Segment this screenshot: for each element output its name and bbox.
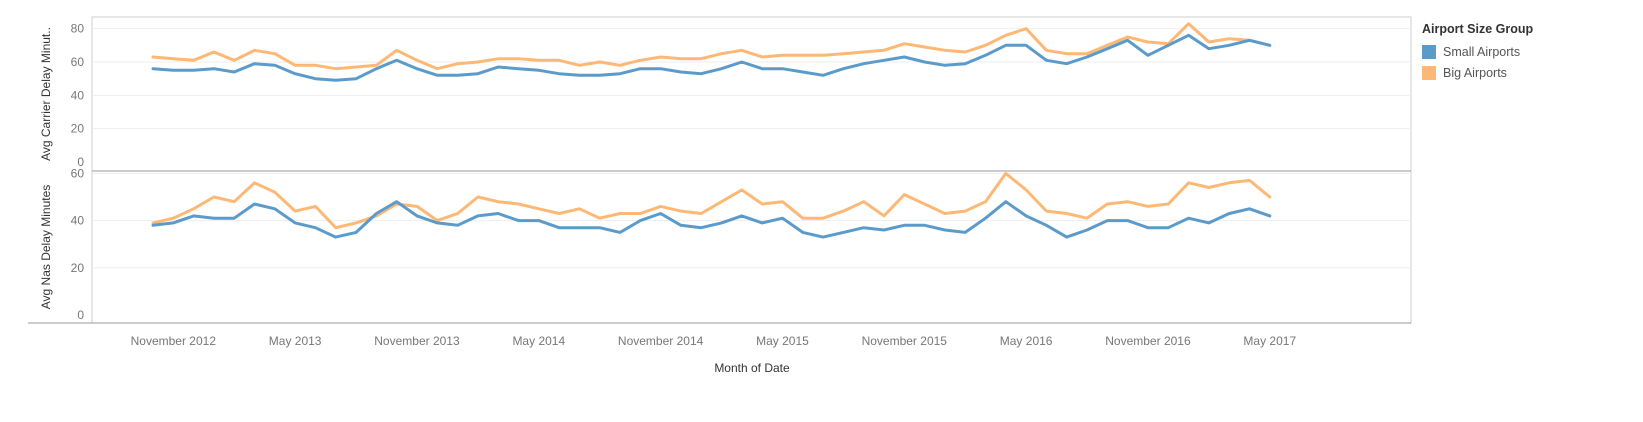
legend-item-small-airports[interactable]: Small Airports	[1422, 41, 1632, 62]
x-tick-label: November 2016	[1105, 334, 1191, 348]
legend-item-big-airports[interactable]: Big Airports	[1422, 62, 1632, 83]
legend: Airport Size Group Small Airports Big Ai…	[1422, 22, 1632, 83]
legend-label-big-airports: Big Airports	[1443, 65, 1507, 80]
series-line-small-airports[interactable]	[151, 200, 1272, 239]
x-axis-title: Month of Date	[714, 361, 790, 375]
y-tick-label: 60	[71, 55, 85, 69]
y-tick-label: 0	[77, 308, 84, 322]
x-tick-label: May 2016	[1000, 334, 1053, 348]
y-tick-label: 20	[71, 261, 85, 275]
legend-swatch-big-airports	[1422, 65, 1436, 80]
y-tick-label: 60	[71, 166, 85, 180]
y-tick-label: 40	[71, 214, 85, 228]
y-axis-title: Avg Carrier Delay Minut..	[39, 27, 53, 161]
series-line-big-airports[interactable]	[151, 22, 1272, 71]
x-tick-label: May 2015	[756, 334, 809, 348]
legend-label-small-airports: Small Airports	[1443, 44, 1521, 59]
y-tick-label: 80	[71, 22, 85, 36]
legend-title: Airport Size Group	[1422, 22, 1534, 36]
legend-swatch-small-airports	[1422, 44, 1436, 59]
x-tick-label: November 2013	[374, 334, 460, 348]
panel-1: 0 20 40 60 80 Avg Carrier Delay Minut..	[39, 22, 1411, 169]
x-axis-ticks: November 2012 May 2013 November 2013 May 20…	[131, 334, 1297, 348]
x-tick-label: November 2014	[618, 334, 704, 348]
y-tick-label: 40	[71, 88, 85, 102]
series-line-small-airports[interactable]	[151, 33, 1272, 82]
chart-panels: 0 20 40 60 80 Avg Carrier Delay Minut.. 0 20 40 6…	[28, 16, 1412, 324]
series-line-big-airports[interactable]	[151, 171, 1272, 230]
panel-2: 0 20 40 60 Avg Nas Delay Minutes	[39, 166, 1411, 322]
x-tick-label: May 2014	[512, 334, 565, 348]
x-tick-label: May 2017	[1243, 334, 1296, 348]
x-tick-label: November 2012	[131, 334, 217, 348]
x-tick-label: May 2013	[269, 334, 322, 348]
y-tick-label: 20	[71, 122, 85, 136]
y-tick-label: 0	[77, 155, 84, 169]
y-axis-title: Avg Nas Delay Minutes	[39, 185, 53, 310]
x-tick-label: November 2015	[862, 334, 948, 348]
